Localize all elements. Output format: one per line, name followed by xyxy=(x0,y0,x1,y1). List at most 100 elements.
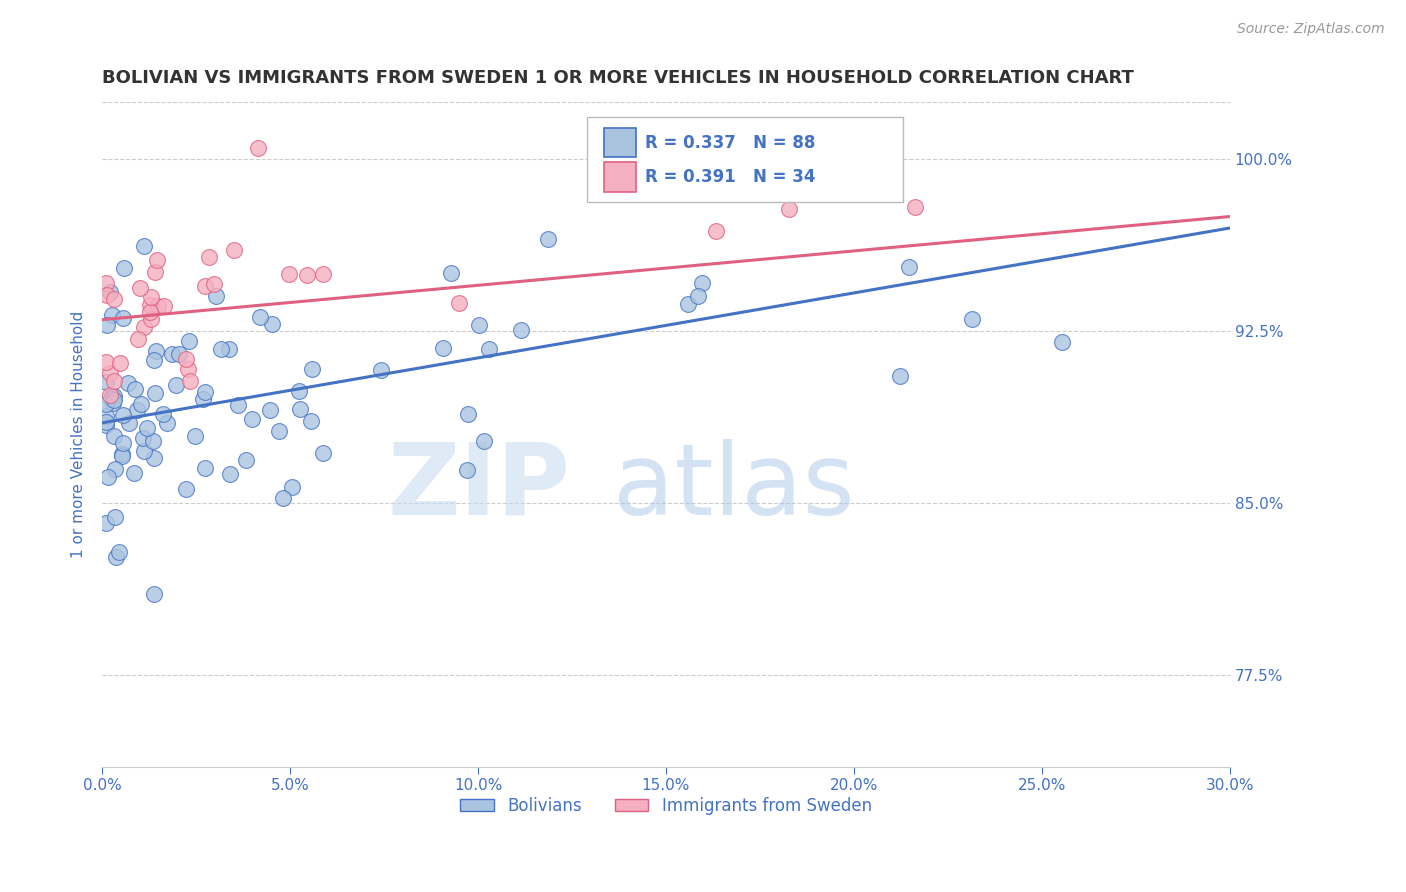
Point xyxy=(191,392,214,406)
Point xyxy=(132,239,155,253)
Point xyxy=(690,277,713,291)
Point xyxy=(100,389,122,403)
Point xyxy=(94,415,117,429)
Point xyxy=(194,279,217,293)
Point xyxy=(1050,334,1073,349)
Point xyxy=(249,310,271,324)
Point xyxy=(142,352,165,367)
Point xyxy=(103,389,125,403)
Point xyxy=(184,428,207,442)
Point xyxy=(104,550,127,565)
Point xyxy=(129,281,152,295)
Point xyxy=(96,318,118,333)
Point xyxy=(704,224,727,238)
Point xyxy=(108,545,131,559)
Point xyxy=(103,510,125,524)
Point xyxy=(94,397,117,411)
Point xyxy=(247,141,270,155)
Point xyxy=(468,318,491,333)
Point xyxy=(118,416,141,430)
Point xyxy=(98,388,121,402)
Point xyxy=(456,463,478,477)
Point xyxy=(432,341,454,355)
Point xyxy=(103,393,125,408)
Point xyxy=(259,403,281,417)
Point xyxy=(135,421,157,435)
Point xyxy=(98,366,121,380)
Point xyxy=(678,297,700,311)
Point xyxy=(224,244,246,258)
Point xyxy=(537,232,560,246)
Point xyxy=(297,268,319,282)
Point xyxy=(176,362,198,376)
Point xyxy=(141,311,163,326)
Point xyxy=(179,374,201,388)
Text: atlas: atlas xyxy=(613,439,855,536)
Point xyxy=(904,200,927,214)
Point xyxy=(209,342,232,356)
Point xyxy=(112,408,135,422)
Text: ZIP: ZIP xyxy=(387,439,569,536)
Point xyxy=(100,392,122,406)
Point xyxy=(204,288,226,302)
FancyBboxPatch shape xyxy=(605,128,636,157)
Point xyxy=(124,383,146,397)
Point xyxy=(478,342,501,356)
Point xyxy=(134,320,156,334)
FancyBboxPatch shape xyxy=(605,162,636,192)
Point xyxy=(96,288,118,302)
Point xyxy=(132,431,155,445)
Point xyxy=(165,378,187,392)
Point xyxy=(94,277,117,291)
Point xyxy=(288,402,311,417)
Point xyxy=(312,445,335,459)
Point xyxy=(139,290,162,304)
Point xyxy=(510,323,533,337)
Point xyxy=(311,267,333,281)
Point xyxy=(97,470,120,484)
Point xyxy=(440,266,463,280)
Point xyxy=(103,429,125,443)
Point xyxy=(778,202,800,216)
Point xyxy=(194,461,217,475)
Point xyxy=(101,396,124,410)
Point xyxy=(127,332,149,346)
Text: R = 0.337   N = 88: R = 0.337 N = 88 xyxy=(644,134,815,152)
Point xyxy=(122,466,145,480)
Point xyxy=(103,375,125,389)
Point xyxy=(202,277,225,291)
Text: Source: ZipAtlas.com: Source: ZipAtlas.com xyxy=(1237,22,1385,37)
Point xyxy=(260,318,283,332)
Point xyxy=(111,449,134,463)
Point xyxy=(235,453,257,467)
Point xyxy=(472,434,495,449)
Point xyxy=(152,407,174,421)
Point xyxy=(139,297,162,311)
Point xyxy=(457,407,479,421)
Point xyxy=(125,403,148,417)
Point xyxy=(269,424,291,438)
Point xyxy=(129,397,152,411)
Legend: Bolivians, Immigrants from Sweden: Bolivians, Immigrants from Sweden xyxy=(454,790,879,822)
Point xyxy=(889,368,911,383)
FancyBboxPatch shape xyxy=(588,117,903,202)
Point xyxy=(301,414,323,428)
Point xyxy=(111,310,134,325)
Point xyxy=(148,299,170,313)
Point xyxy=(142,434,165,448)
Point xyxy=(898,260,921,275)
Point xyxy=(370,363,392,377)
Point xyxy=(104,462,127,476)
Point xyxy=(143,265,166,279)
Point xyxy=(301,361,323,376)
Point xyxy=(110,447,132,461)
Point xyxy=(98,285,121,299)
Text: R = 0.391   N = 34: R = 0.391 N = 34 xyxy=(644,168,815,186)
Point xyxy=(111,435,134,450)
Point xyxy=(271,491,294,506)
Point xyxy=(174,352,197,367)
Point xyxy=(143,587,166,601)
Point xyxy=(94,409,117,424)
Point xyxy=(219,467,242,481)
Point xyxy=(142,451,165,466)
